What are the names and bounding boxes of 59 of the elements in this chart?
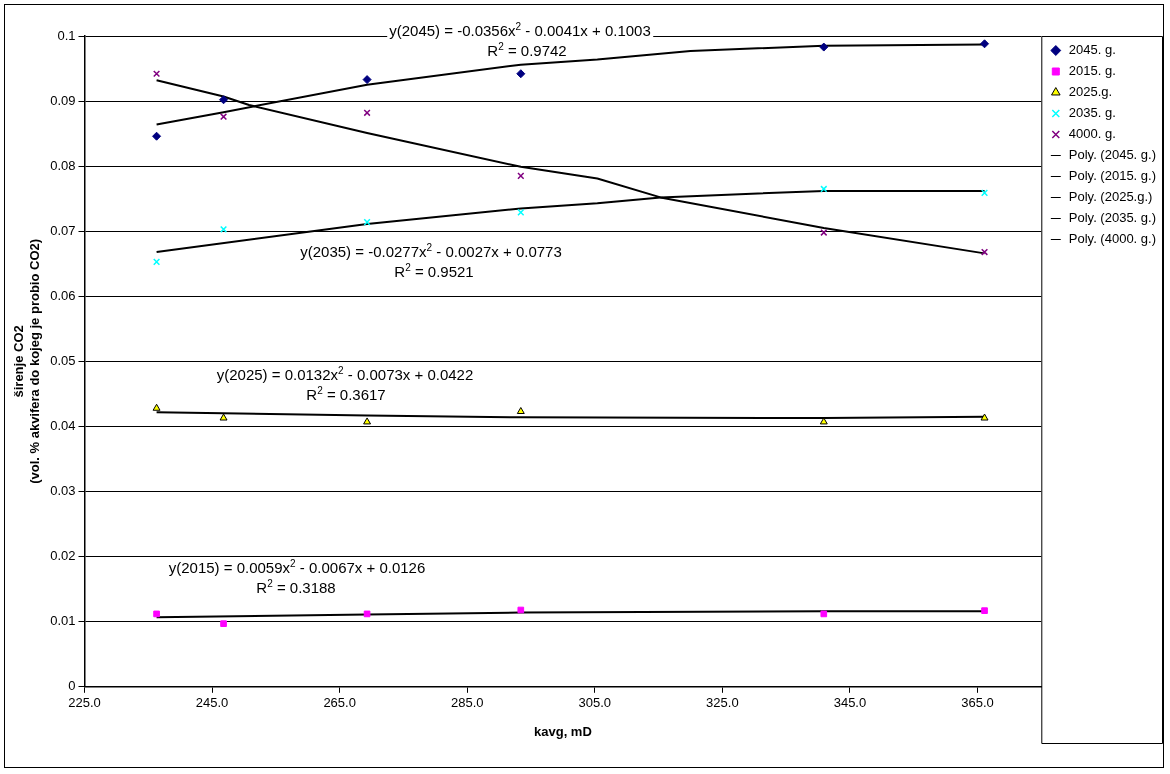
legend-label: 2025.g. bbox=[1068, 84, 1113, 100]
point bbox=[363, 218, 371, 226]
legend-label: 2035. g. bbox=[1068, 105, 1116, 121]
y-tick-label: 0.08 bbox=[50, 157, 76, 173]
point bbox=[819, 417, 828, 425]
annotation: y(2015) = 0.0059x$^{2}$ - 0.0067x + 0.0126 bbox=[166, 558, 428, 576]
x-tick-label: 345.0 bbox=[833, 695, 867, 711]
point bbox=[220, 620, 227, 627]
legend-label: 4000. g. bbox=[1068, 126, 1116, 142]
point bbox=[819, 42, 829, 52]
point bbox=[219, 95, 229, 105]
annotation: y(2035) = -0.0277x$^{2}$ - 0.0027x + 0.0773 bbox=[298, 242, 564, 260]
annotation: R$^{2}$ = 0.9521 bbox=[392, 262, 476, 280]
legend-label: Poly. (2035. g.) bbox=[1068, 210, 1157, 226]
point bbox=[363, 610, 371, 618]
x-tick-label: 265.0 bbox=[323, 695, 356, 711]
annotation: R$^{2}$ = 0.3188 bbox=[254, 578, 338, 596]
legend-label: 2015. g. bbox=[1068, 63, 1116, 79]
y-tick-label: 0.05 bbox=[50, 352, 76, 368]
y-tick-label: 0.02 bbox=[50, 548, 76, 564]
y-tick-label: 0.07 bbox=[50, 222, 76, 238]
x-tick-label: 325.0 bbox=[706, 695, 739, 711]
annotation: y(2045) = -0.0356x$^{2}$ - 0.0041x + 0.1003 bbox=[387, 21, 653, 39]
point bbox=[363, 417, 372, 425]
x-tick-label: 285.0 bbox=[450, 695, 484, 711]
point bbox=[219, 413, 228, 421]
point bbox=[153, 610, 160, 618]
annotation: y(2025) = 0.0132x$^{2}$ - 0.0073x + 0.0422 bbox=[214, 365, 476, 383]
x-axis-title: kavg, mD bbox=[534, 723, 592, 739]
point bbox=[980, 413, 989, 421]
y-axis-title: širenje CO2 (vol. % akvifera do kojeg je probio CO2) bbox=[11, 238, 42, 484]
point bbox=[362, 75, 372, 85]
y-tick-label: 0.06 bbox=[50, 287, 76, 303]
point bbox=[820, 610, 828, 618]
point bbox=[517, 606, 525, 614]
x-tick-label: 245.0 bbox=[195, 695, 229, 711]
point bbox=[516, 69, 526, 79]
y-tick-label: 0.09 bbox=[50, 92, 76, 108]
point bbox=[981, 607, 988, 614]
legend-label: Poly. (2045. g.) bbox=[1068, 147, 1157, 163]
legend-label: 2045. g. bbox=[1068, 42, 1116, 58]
y-tick-label: 0.04 bbox=[50, 418, 76, 434]
x-tick-label: 225.0 bbox=[68, 695, 101, 711]
y-tick-label: 0.1 bbox=[57, 27, 76, 43]
point bbox=[516, 407, 525, 415]
y-tick-label: 0 bbox=[68, 678, 76, 694]
annotation: R$^{2}$ = 0.3617 bbox=[304, 385, 388, 403]
point bbox=[152, 131, 162, 141]
point bbox=[152, 403, 161, 411]
point bbox=[980, 39, 990, 49]
x-tick-label: 365.0 bbox=[961, 695, 994, 711]
annotation: R$^{2}$ = 0.9742 bbox=[485, 41, 569, 59]
y-tick-label: 0.03 bbox=[50, 483, 76, 499]
y-tick-label: 0.01 bbox=[50, 613, 76, 629]
legend-label: Poly. (2015. g.) bbox=[1068, 168, 1157, 184]
legend-label: Poly. (4000. g.) bbox=[1068, 231, 1157, 247]
point bbox=[980, 248, 989, 256]
x-tick-label: 305.0 bbox=[578, 695, 612, 711]
legend-label: Poly. (2025.g.) bbox=[1068, 189, 1153, 205]
